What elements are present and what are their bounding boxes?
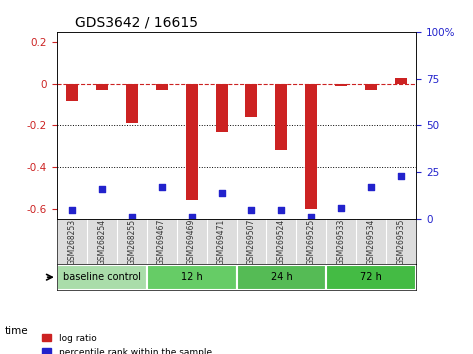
FancyBboxPatch shape [57, 264, 147, 290]
Text: GSM268254: GSM268254 [97, 218, 106, 265]
Text: GSM269533: GSM269533 [337, 218, 346, 265]
Bar [395, 78, 407, 84]
Point [158, 184, 166, 190]
Legend: log ratio, percentile rank within the sample: log ratio, percentile rank within the sa… [43, 334, 212, 354]
Bar [306, 84, 317, 209]
Point [397, 173, 405, 179]
Point [278, 207, 285, 213]
Point [338, 205, 345, 211]
FancyBboxPatch shape [236, 264, 326, 290]
Point [218, 190, 225, 196]
Point [248, 207, 255, 213]
Point [368, 184, 375, 190]
Bar [365, 84, 377, 90]
Text: GSM269525: GSM269525 [307, 218, 316, 265]
Point [98, 186, 105, 192]
Text: 72 h: 72 h [360, 272, 382, 282]
Bar [66, 84, 78, 101]
Text: GSM269524: GSM269524 [277, 218, 286, 265]
Bar [335, 84, 347, 86]
Text: 24 h: 24 h [271, 272, 292, 282]
FancyBboxPatch shape [326, 264, 416, 290]
Text: GSM269469: GSM269469 [187, 218, 196, 265]
Bar [156, 84, 167, 90]
FancyBboxPatch shape [147, 264, 236, 290]
Text: 12 h: 12 h [181, 272, 202, 282]
Bar [126, 84, 138, 124]
Bar [96, 84, 108, 90]
Text: baseline control: baseline control [63, 272, 140, 282]
Text: GDS3642 / 16615: GDS3642 / 16615 [75, 15, 198, 29]
Bar [275, 84, 288, 150]
Text: GSM269471: GSM269471 [217, 218, 226, 265]
Point [307, 215, 315, 220]
Point [188, 215, 195, 220]
Point [128, 215, 135, 220]
Text: GSM268253: GSM268253 [67, 218, 76, 265]
Point [68, 207, 76, 213]
Text: GSM269535: GSM269535 [397, 218, 406, 265]
Text: GSM269534: GSM269534 [367, 218, 376, 265]
Bar [185, 84, 198, 200]
Text: GSM269467: GSM269467 [157, 218, 166, 265]
Bar [245, 84, 257, 117]
Text: GSM268255: GSM268255 [127, 218, 136, 265]
Text: time: time [5, 326, 28, 336]
Bar [216, 84, 228, 132]
Text: GSM269507: GSM269507 [247, 218, 256, 265]
